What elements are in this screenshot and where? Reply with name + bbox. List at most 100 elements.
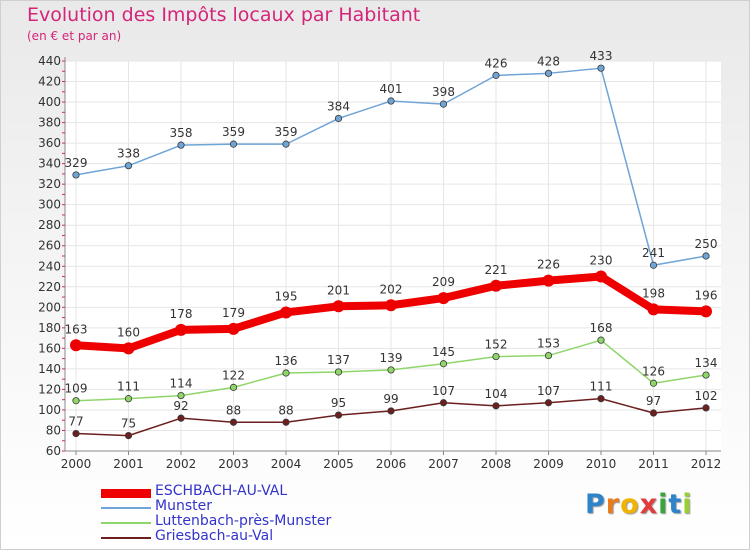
data-label-griesbach-au-val: 104 [485,387,508,401]
data-label-munster: 384 [327,99,350,113]
data-point-munster [282,140,290,148]
data-label-eschbach-au-val: 230 [590,254,613,268]
data-point-munster [72,171,80,179]
data-point-griesbach-au-val [597,395,605,403]
legend-label: Luttenbach-près-Munster [155,513,332,529]
y-tick-label: 300 [38,198,61,212]
data-label-munster: 433 [590,49,613,63]
y-tick-label: 120 [38,382,61,396]
data-label-munster: 401 [380,82,403,96]
x-tick-label: 2010 [586,457,617,471]
data-point-griesbach-au-val [72,429,80,438]
data-point-luttenbach-pr-s-munster [334,368,343,376]
data-point-luttenbach-pr-s-munster [229,383,238,391]
data-point-luttenbach-pr-s-munster [702,371,710,379]
data-point-munster [544,69,553,77]
data-label-luttenbach-pr-s-munster: 152 [485,338,508,352]
x-tick-label: 2003 [218,457,249,471]
logo-letter: r [605,489,621,520]
data-label-luttenbach-pr-s-munster: 109 [65,382,88,396]
logo-letter: t [668,489,683,520]
data-point-griesbach-au-val [492,402,500,410]
data-label-griesbach-au-val: 97 [646,394,661,408]
data-label-munster: 426 [485,56,508,70]
y-tick-label: 80 [46,423,61,437]
plot-area [65,61,721,451]
x-tick-label: 2001 [113,457,144,471]
data-point-munster [124,162,133,170]
data-point-griesbach-au-val [124,432,133,440]
x-tick-label: 2002 [166,457,197,471]
data-point-eschbach-au-val [700,305,712,318]
x-tick-label: 2012 [691,457,722,471]
data-label-luttenbach-pr-s-munster: 139 [380,351,403,365]
data-label-luttenbach-pr-s-munster: 134 [695,356,718,370]
y-tick-label: 220 [38,280,61,294]
data-label-eschbach-au-val: 195 [275,289,298,303]
data-point-munster [334,114,343,123]
data-point-munster [649,261,658,269]
data-point-eschbach-au-val [595,270,607,283]
data-point-eschbach-au-val [542,274,555,287]
data-label-eschbach-au-val: 179 [222,306,245,320]
legend-label: ESCHBACH-AU-VAL [155,483,288,499]
series-lines [70,64,712,440]
data-label-eschbach-au-val: 196 [695,288,718,302]
legend-label: Munster [155,498,212,514]
data-label-luttenbach-pr-s-munster: 136 [275,354,298,368]
x-tick-label: 2008 [481,457,512,471]
data-label-munster: 338 [117,147,140,161]
data-point-luttenbach-pr-s-munster [124,395,133,403]
data-label-munster: 358 [170,126,193,140]
data-point-munster [177,141,185,149]
x-tick-label: 2006 [376,457,407,471]
data-point-eschbach-au-val [385,299,397,312]
data-point-eschbach-au-val [227,322,240,335]
y-tick-label: 420 [38,75,61,89]
data-point-griesbach-au-val [439,399,448,407]
legend-swatch [101,522,151,524]
data-label-griesbach-au-val: 99 [383,392,398,406]
data-label-griesbach-au-val: 77 [68,415,83,429]
data-label-luttenbach-pr-s-munster: 153 [537,337,560,351]
data-point-eschbach-au-val [280,306,292,319]
x-tick-label: 2004 [271,457,302,471]
data-label-griesbach-au-val: 88 [278,403,293,417]
chart-subtitle: (en € et par an) [27,29,122,43]
data-label-griesbach-au-val: 95 [331,396,346,410]
data-labels: 329 338 358 359 359 384 401 398 426 428 433 241 250 1… [65,49,718,430]
y-tick-label: 280 [38,218,61,232]
data-label-munster: 428 [537,54,560,68]
y-tick-label: 160 [38,341,61,355]
legend-swatch [101,507,151,509]
data-point-munster [229,140,238,148]
data-point-griesbach-au-val [544,399,553,407]
data-point-griesbach-au-val [649,409,658,417]
logo-letter: i [658,489,669,520]
data-point-luttenbach-pr-s-munster [72,397,80,405]
data-label-luttenbach-pr-s-munster: 137 [327,353,350,367]
data-point-munster [439,100,448,108]
data-point-eschbach-au-val [437,292,450,305]
legend-swatch [101,537,151,539]
data-label-munster: 241 [642,246,665,260]
data-point-luttenbach-pr-s-munster [649,379,658,387]
data-point-eschbach-au-val [490,279,502,292]
data-point-luttenbach-pr-s-munster [492,352,500,361]
data-label-munster: 359 [275,125,298,139]
y-tick-label: 180 [38,321,61,335]
y-tick-label: 360 [38,136,61,150]
data-point-luttenbach-pr-s-munster [439,360,448,368]
data-label-griesbach-au-val: 92 [173,399,188,413]
y-tick-label: 200 [38,300,61,314]
data-point-eschbach-au-val [332,300,345,313]
grid-lines [65,60,721,452]
x-tick-label: 2011 [638,457,669,471]
data-label-griesbach-au-val: 107 [432,384,455,398]
data-label-eschbach-au-val: 160 [117,325,140,339]
data-label-munster: 359 [222,125,245,139]
data-label-eschbach-au-val: 163 [65,322,88,336]
data-point-luttenbach-pr-s-munster [597,336,605,344]
legend-label: Griesbach-au-Val [155,528,274,544]
